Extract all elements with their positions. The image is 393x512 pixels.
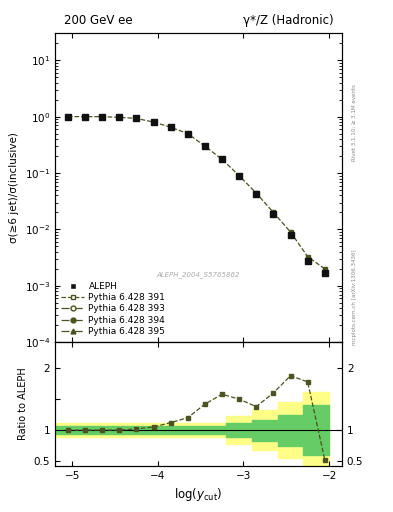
Text: γ*/Z (Hadronic): γ*/Z (Hadronic) <box>243 14 333 27</box>
Text: ALEPH_2004_S5765862: ALEPH_2004_S5765862 <box>157 271 240 278</box>
Legend: ALEPH, Pythia 6.428 391, Pythia 6.428 393, Pythia 6.428 394, Pythia 6.428 395: ALEPH, Pythia 6.428 391, Pythia 6.428 39… <box>59 280 167 338</box>
Y-axis label: Ratio to ALEPH: Ratio to ALEPH <box>18 368 28 440</box>
Y-axis label: σ(≥6 jet)/σ(inclusive): σ(≥6 jet)/σ(inclusive) <box>9 133 19 243</box>
Text: 200 GeV ee: 200 GeV ee <box>64 14 132 27</box>
X-axis label: $\log(y_\mathrm{cut})$: $\log(y_\mathrm{cut})$ <box>174 486 223 503</box>
Text: Rivet 3.1.10; ≥ 3.1M events: Rivet 3.1.10; ≥ 3.1M events <box>352 84 357 161</box>
Text: mcplots.cern.ch [arXiv:1306.3436]: mcplots.cern.ch [arXiv:1306.3436] <box>352 249 357 345</box>
